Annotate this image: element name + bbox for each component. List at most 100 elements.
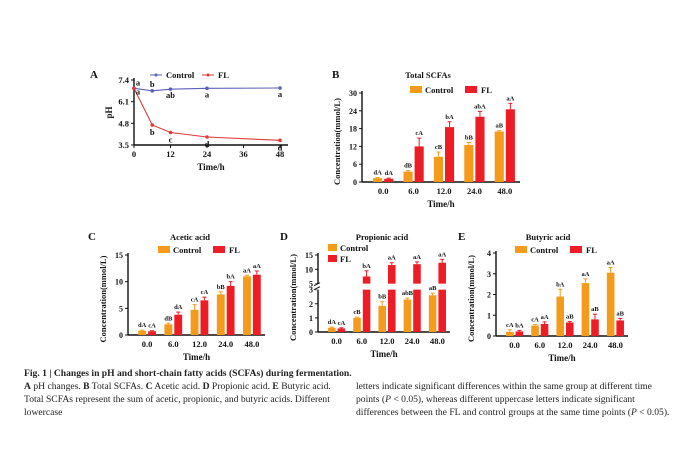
panel-d-sig-label: cB — [353, 309, 361, 316]
panel-a-sig-label: a — [136, 77, 141, 87]
panel-c-ylabel: Concentration(mmol/L) — [98, 255, 108, 342]
panel-b-sig-label: aB — [495, 123, 503, 130]
panel-e-bar-fl — [566, 322, 574, 336]
panel-b-bar-fl — [414, 146, 424, 182]
panel-d-legend-control-swatch — [328, 244, 337, 251]
panel-e-xtick-label: 0.0 — [509, 340, 520, 350]
panel-e-bar-fl — [616, 320, 624, 336]
panel-c-ytick-label: 10 — [115, 278, 123, 287]
panel-b-ytick-label: 0 — [353, 178, 357, 187]
legend-fl-label: FL — [218, 70, 229, 80]
panel-b-xtick-label: 24.0 — [467, 186, 482, 196]
panel-e-bar-fl — [515, 331, 524, 336]
panel-b-bar-fl — [475, 116, 485, 182]
caption-p-1: P — [385, 394, 391, 405]
panel-e-bar-control — [581, 283, 590, 336]
panel-e-sig-label: aA — [581, 271, 589, 278]
panel-c-sig-label: dA — [138, 322, 147, 329]
panel-d-bar-fl — [438, 289, 446, 332]
panel-b-legend-fl-swatch — [465, 86, 477, 93]
panel-a-point-fl — [205, 135, 209, 139]
caption-label-a: A — [24, 381, 31, 392]
panel-b-legend-control-swatch — [410, 86, 422, 93]
panel-d-bar-fl — [438, 262, 446, 284]
legend-control-label: Control — [166, 70, 195, 80]
panel-b-bar-control — [464, 144, 474, 182]
panel-a-point-control — [205, 86, 209, 91]
panel-a-sig-label: b — [150, 127, 155, 137]
panel-e-xlabel: Time/h — [548, 353, 575, 363]
panel-b-bar-fl — [505, 109, 515, 182]
panel-a-point-control — [278, 86, 282, 90]
panel-c-ytick-label: 0 — [119, 331, 123, 340]
panel-e-xtick-label: 48.0 — [608, 340, 623, 350]
panel-c-bar-fl — [226, 285, 235, 335]
panel-d-legend-fl-swatch — [328, 255, 337, 262]
panel-e-ytick-label: 0 — [487, 332, 491, 341]
panel-b-sig-label: aA — [506, 95, 514, 102]
panel-a-xlabel: Time/h — [197, 162, 224, 172]
panel-a-sig-label: c — [169, 135, 173, 145]
panel-e-bar-control — [531, 325, 539, 336]
legend-fl-marker — [206, 73, 210, 77]
panel-c-bar-control — [164, 324, 173, 335]
panel-b-ytick-label: 30 — [349, 89, 357, 98]
panel-a-xtick-label: 0 — [132, 149, 136, 159]
panel-d-xtick-label: 0.0 — [331, 336, 342, 346]
panel-e-sig-label: cA — [531, 317, 539, 324]
panel-c-title: Acetic acid — [170, 232, 210, 242]
panel-a-xtick-label: 36 — [239, 149, 248, 159]
panel-e-bar-fl — [591, 319, 599, 336]
panel-e-bar-fl — [540, 323, 549, 336]
panel-b-ytick-label: 24 — [349, 107, 357, 116]
panel-c-bar-fl — [252, 274, 261, 335]
panel-d-xtick-label: 24.0 — [405, 336, 420, 346]
caption-text-b: Total SCFAs. — [89, 381, 146, 392]
panel-d-sig-label: bA — [362, 263, 371, 270]
panel-b-bar-control — [433, 156, 443, 182]
panel-a-sig-label: a — [136, 86, 141, 96]
panel-letter-a: A — [90, 69, 98, 81]
panel-e-sig-label: aB — [591, 306, 599, 313]
panel-a-point-control — [168, 87, 173, 91]
panel-a-ylabel: pH — [104, 106, 114, 118]
caption-label-c: C — [145, 381, 153, 392]
panel-d-ylabel: Concentration(mmol/L) — [288, 254, 298, 341]
caption-left: Fig. 1 | Changes in pH and short-chain f… — [24, 367, 352, 419]
panel-d-sig-label: aA — [388, 255, 396, 262]
panel-d-legend-control-label: Control — [340, 243, 369, 253]
panel-c-sig-label: dB — [164, 315, 173, 322]
panel-d-ytick-label: 2 — [309, 300, 313, 309]
panel-b-ytick-label: 18 — [349, 125, 357, 134]
panel-e-legend-control-label: Control — [530, 245, 559, 255]
panel-c-xtick-label: 48.0 — [244, 339, 259, 349]
panel-b-sig-label: dB — [404, 163, 413, 170]
panel-d-ytick-label: 5 — [309, 280, 313, 289]
panel-e-legend-fl-swatch — [570, 246, 582, 253]
panel-e-ytick-label: 3 — [487, 270, 491, 279]
panel-c-legend-fl-label: FL — [229, 245, 240, 255]
panel-c-bar-control — [243, 276, 251, 335]
panel-c-ytick-label: 5 — [119, 304, 123, 313]
caption-text-c: Acetic acid. — [152, 381, 203, 392]
caption-label-e: E — [272, 381, 279, 392]
panel-a-point-fl — [168, 130, 173, 135]
panel-d-sig-label: aA — [413, 254, 421, 261]
panel-c-legend-control-swatch — [158, 246, 170, 253]
panel-c-sig-label: dA — [174, 304, 183, 311]
caption-right: letters indicate significant differences… — [356, 380, 676, 419]
panel-e-ytick-label: 4 — [487, 249, 491, 258]
panel-e-sig-label: cA — [506, 322, 514, 329]
panel-b-xtick-label: 0.0 — [378, 186, 389, 196]
panel-b-sig-label: bA — [445, 114, 454, 121]
panel-b-bar-control — [373, 178, 383, 182]
panel-e-sig-label: aA — [541, 314, 549, 321]
panel-e-ytick-label: 2 — [487, 291, 491, 300]
panel-b-bar-control — [494, 131, 504, 182]
panel-b-legend-control-label: Control — [425, 85, 454, 95]
caption-right-text-3: < 0.05). — [636, 407, 670, 418]
panel-c-sig-label: aA — [243, 267, 251, 274]
panel-c-xlabel: Time/h — [183, 352, 210, 362]
panel-e-legend-control-swatch — [515, 246, 527, 253]
panel-d-axis-break — [314, 283, 322, 290]
